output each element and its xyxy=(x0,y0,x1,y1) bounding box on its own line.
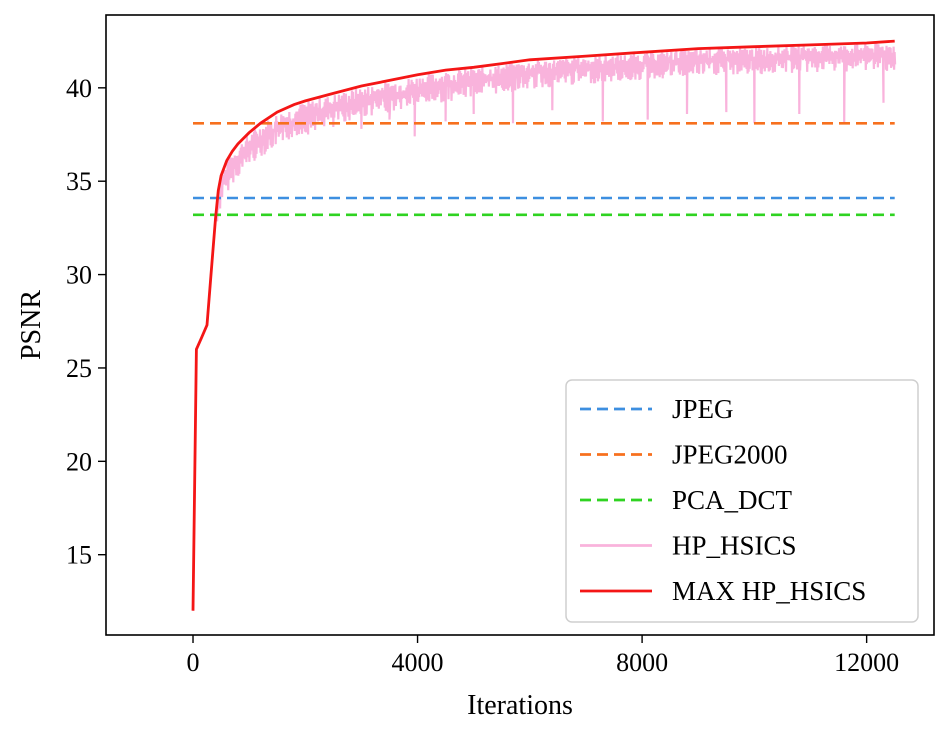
legend-label-hp-hsics: HP_HSICS xyxy=(672,531,797,561)
series-group xyxy=(191,39,897,611)
legend-label-max-hp-hsics: MAX HP_HSICS xyxy=(672,576,866,606)
x-axis-label: Iterations xyxy=(467,690,573,721)
x-tick-label-0: 0 xyxy=(187,648,200,677)
y-tick-label-15: 15 xyxy=(66,541,92,570)
series-lines xyxy=(191,39,897,611)
legend-label-jpeg2000: JPEG2000 xyxy=(672,440,788,470)
y-tick-label-35: 35 xyxy=(66,167,92,196)
legend: JPEG JPEG2000 PCA_DCT HP_HSICS MAX HP_HSICS xyxy=(565,379,919,623)
legend-label-pca-dct: PCA_DCT xyxy=(672,485,793,515)
x-tick-label-8000: 8000 xyxy=(616,648,668,677)
legend-box xyxy=(565,379,919,623)
legend-label-jpeg: JPEG xyxy=(672,394,734,424)
x-tick-label-12000: 12000 xyxy=(834,648,899,677)
series-line-max-hp-hsics xyxy=(191,39,895,611)
y-axis-label: PSNR xyxy=(16,290,47,360)
y-tick-label-20: 20 xyxy=(66,447,92,476)
axes: 0 4000 8000 12000 15 20 25 30 35 40 xyxy=(66,14,935,677)
series-line-hp-hsics xyxy=(191,43,897,611)
y-tick-label-40: 40 xyxy=(66,74,92,103)
axes-frame xyxy=(105,14,935,636)
y-tick-label-30: 30 xyxy=(66,261,92,290)
y-tick-label-25: 25 xyxy=(66,354,92,383)
x-tick-label-4000: 4000 xyxy=(392,648,444,677)
